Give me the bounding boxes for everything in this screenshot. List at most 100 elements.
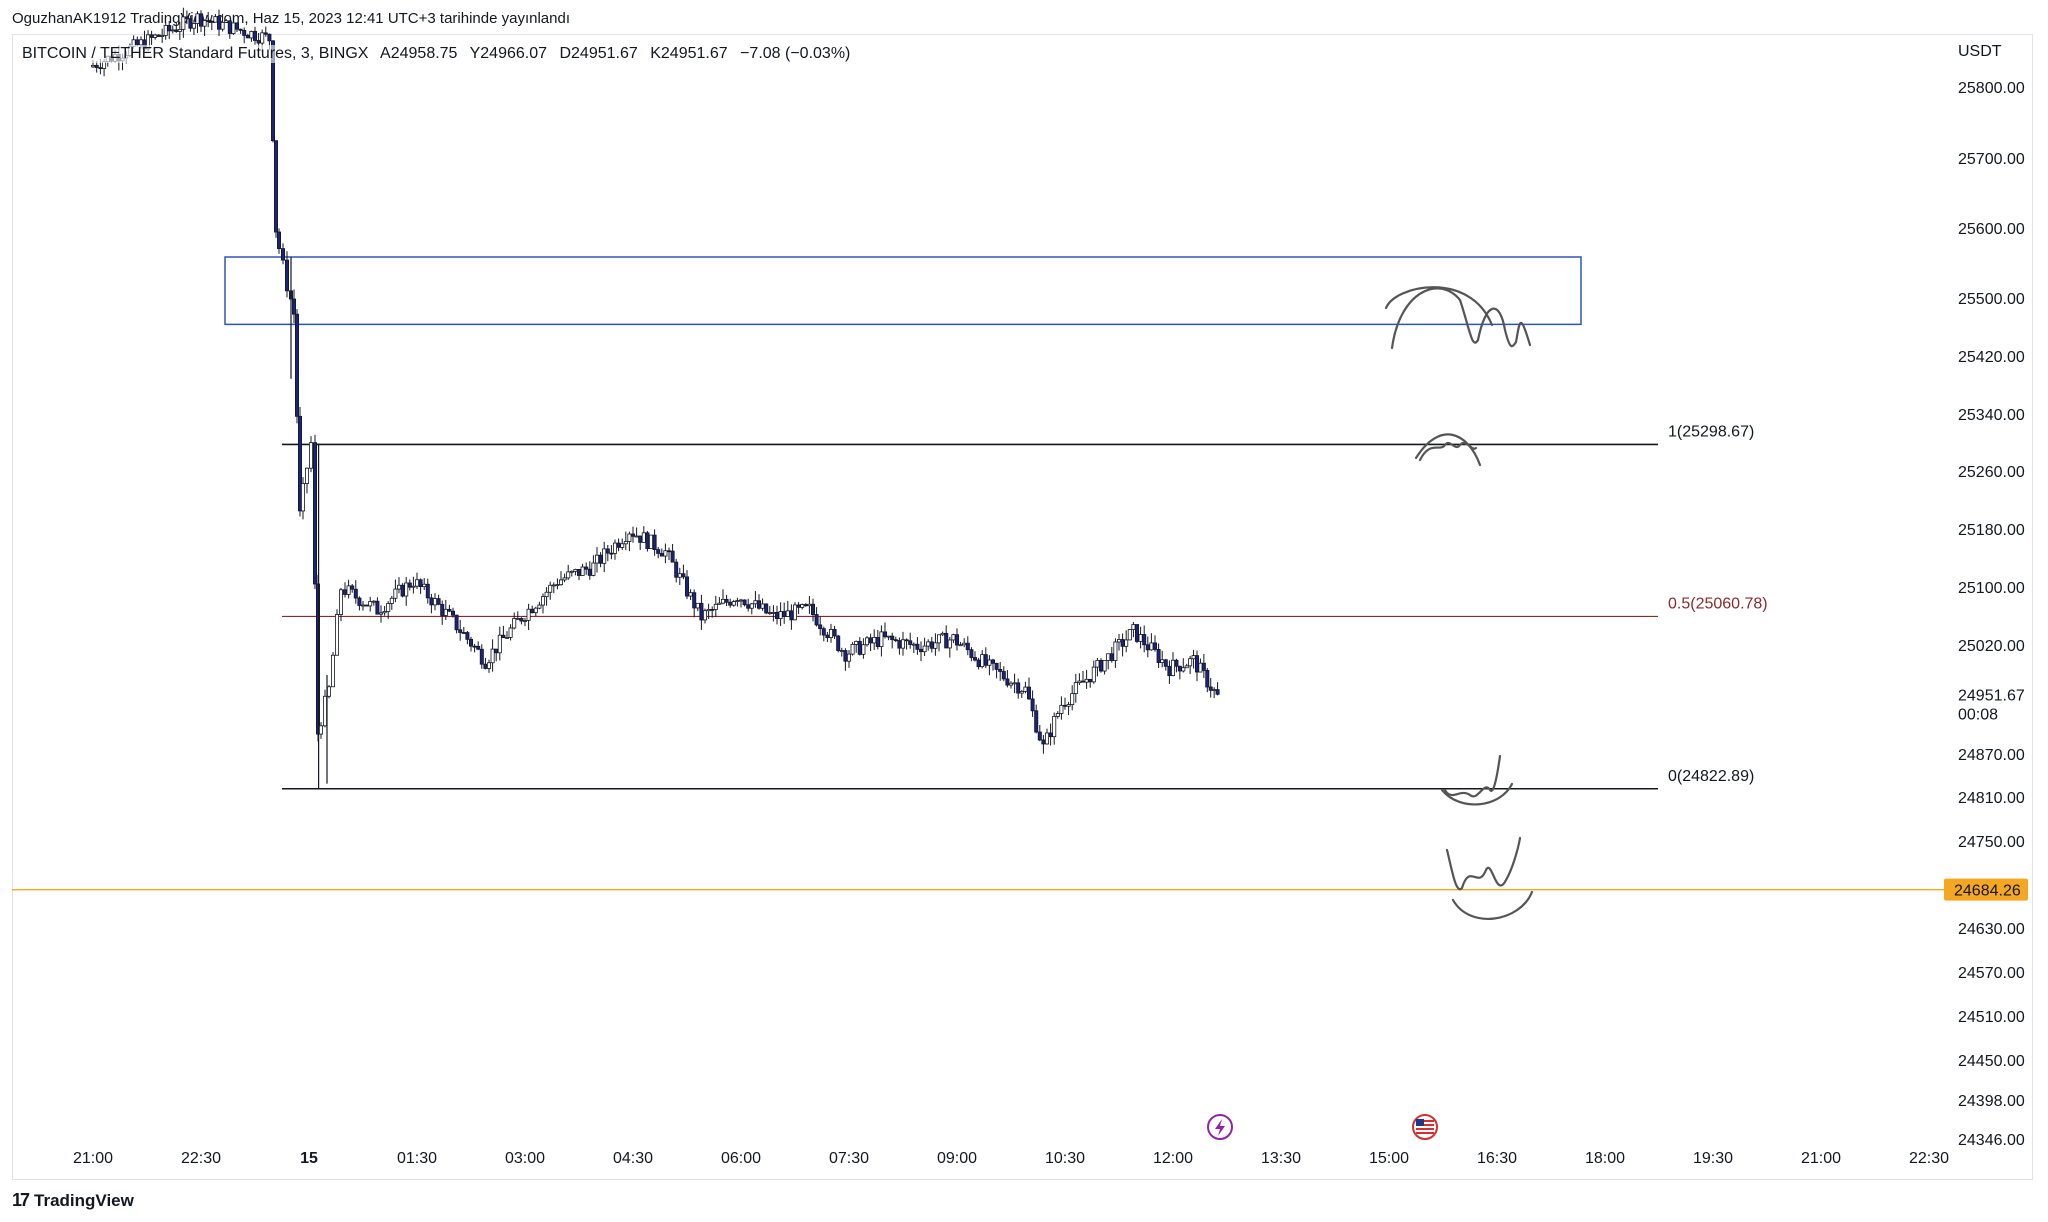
candle-body[interactable]	[1019, 691, 1024, 694]
candle-body[interactable]	[692, 592, 697, 609]
candle-body[interactable]	[1084, 678, 1089, 683]
candle-body[interactable]	[591, 562, 596, 576]
candle-body[interactable]	[256, 40, 261, 44]
candle-body[interactable]	[350, 585, 355, 590]
hand-drawn-pattern-3[interactable]	[1414, 433, 1482, 467]
candle-body[interactable]	[252, 31, 257, 41]
candle-body[interactable]	[573, 568, 578, 572]
candle-body[interactable]	[472, 645, 477, 648]
candle-body[interactable]	[294, 313, 299, 417]
candle-body[interactable]	[641, 532, 646, 543]
candle-body[interactable]	[793, 604, 798, 621]
candle-body[interactable]	[818, 624, 823, 630]
hand-drawn-pattern-2[interactable]	[1418, 441, 1478, 462]
candle-body[interactable]	[1001, 671, 1006, 680]
candle-body[interactable]	[476, 645, 481, 650]
candle-body[interactable]	[280, 248, 285, 261]
candle-body[interactable]	[555, 584, 560, 587]
candle-body[interactable]	[656, 549, 661, 554]
candle-body[interactable]	[832, 629, 837, 637]
candle-body[interactable]	[861, 644, 866, 655]
candle-body[interactable]	[1174, 659, 1179, 667]
candle-body[interactable]	[627, 533, 632, 542]
candle-body[interactable]	[519, 618, 524, 622]
candle-body[interactable]	[432, 598, 437, 606]
candle-body[interactable]	[1012, 682, 1017, 685]
candle-body[interactable]	[330, 654, 335, 688]
candle-body[interactable]	[973, 657, 978, 661]
candle-body[interactable]	[245, 35, 250, 39]
candle-body[interactable]	[1030, 698, 1035, 712]
candle-body[interactable]	[486, 662, 491, 669]
candle-body[interactable]	[940, 632, 945, 636]
candle-body[interactable]	[724, 598, 729, 603]
candle-body[interactable]	[760, 603, 765, 609]
candle-body[interactable]	[1124, 639, 1129, 647]
candle-body[interactable]	[515, 618, 520, 620]
candle-body[interactable]	[785, 610, 790, 617]
candle-body[interactable]	[407, 582, 412, 588]
candle-body[interactable]	[297, 415, 302, 512]
candle-body[interactable]	[411, 585, 416, 588]
candle-body[interactable]	[181, 16, 186, 30]
candle-body[interactable]	[753, 600, 758, 605]
candle-body[interactable]	[494, 648, 499, 654]
candle-body[interactable]	[94, 64, 99, 68]
candle-body[interactable]	[436, 598, 441, 605]
candle-body[interactable]	[559, 579, 564, 586]
candle-body[interactable]	[512, 618, 517, 629]
candle-body[interactable]	[160, 35, 165, 37]
candle-body[interactable]	[195, 13, 200, 24]
candle-body[interactable]	[1167, 665, 1172, 677]
candle-body[interactable]	[393, 588, 398, 599]
candle-body[interactable]	[414, 579, 419, 587]
candle-body[interactable]	[468, 638, 473, 647]
candle-body[interactable]	[854, 640, 859, 645]
candle-body[interactable]	[757, 600, 762, 609]
candle-body[interactable]	[443, 608, 448, 616]
candle-body[interactable]	[501, 634, 506, 639]
candle-body[interactable]	[739, 599, 744, 602]
candle-body[interactable]	[713, 603, 718, 610]
candle-body[interactable]	[198, 13, 203, 27]
candle-body[interactable]	[584, 566, 589, 570]
candle-body[interactable]	[1201, 662, 1206, 671]
candle-body[interactable]	[710, 609, 715, 611]
candle-body[interactable]	[322, 695, 327, 727]
candle-body[interactable]	[1212, 689, 1217, 692]
candle-body[interactable]	[638, 535, 643, 543]
candle-body[interactable]	[1055, 713, 1060, 717]
candle-body[interactable]	[1177, 665, 1182, 672]
candle-body[interactable]	[1156, 648, 1161, 663]
candle-body[interactable]	[926, 641, 931, 647]
candle-body[interactable]	[224, 20, 229, 23]
candle-body[interactable]	[1145, 644, 1150, 651]
candle-body[interactable]	[533, 607, 538, 614]
candle-body[interactable]	[857, 640, 862, 655]
candle-body[interactable]	[461, 632, 466, 634]
candle-body[interactable]	[551, 584, 556, 587]
candle-body[interactable]	[742, 599, 747, 606]
candle-body[interactable]	[782, 611, 787, 617]
candle-body[interactable]	[312, 442, 317, 585]
candle-body[interactable]	[170, 29, 175, 32]
candle-body[interactable]	[969, 649, 974, 658]
candle-body[interactable]	[670, 550, 675, 563]
candle-body[interactable]	[541, 596, 546, 606]
candle-body[interactable]	[868, 637, 873, 644]
candle-body[interactable]	[1198, 662, 1203, 673]
candle-body[interactable]	[1023, 686, 1028, 692]
candle-body[interactable]	[839, 650, 844, 652]
candle-body[interactable]	[342, 589, 347, 595]
candle-body[interactable]	[796, 604, 801, 608]
candle-body[interactable]	[677, 573, 682, 578]
candle-body[interactable]	[1016, 682, 1021, 694]
candle-body[interactable]	[404, 582, 409, 597]
candle-body[interactable]	[865, 637, 870, 646]
candle-body[interactable]	[371, 600, 376, 603]
candle-body[interactable]	[944, 632, 949, 649]
hand-drawn-pattern-4[interactable]	[1443, 754, 1502, 798]
legend-symbol[interactable]: BITCOIN / TETHER Standard Futures, 3, BI…	[22, 45, 369, 62]
candle-body[interactable]	[1063, 704, 1068, 707]
